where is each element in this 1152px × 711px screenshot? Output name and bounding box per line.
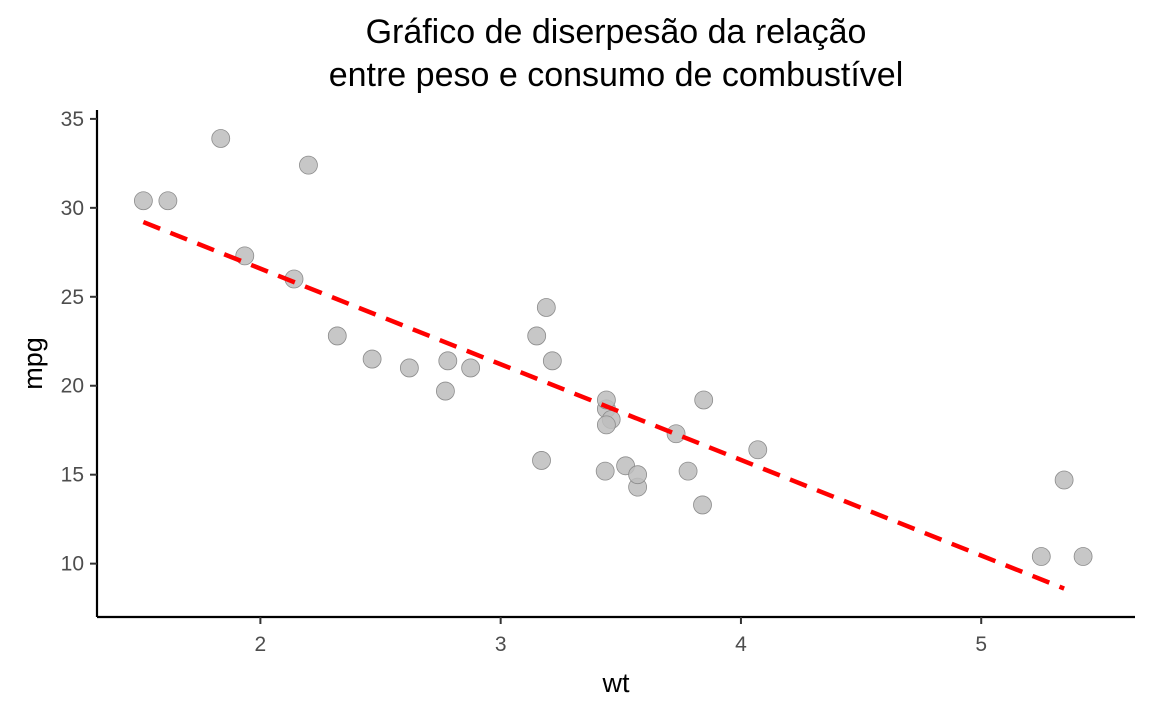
data-point — [362, 349, 382, 369]
data-point — [666, 424, 686, 444]
chart-title: Gráfico de diserpesão da relação entre pe… — [329, 13, 904, 94]
y-tick-label: 20 — [61, 375, 84, 398]
data-point — [532, 451, 551, 470]
data-point — [436, 381, 455, 401]
data-point — [299, 155, 318, 175]
x-axis-label: wt — [602, 668, 630, 698]
x-tick-label: 2 — [255, 633, 267, 656]
data-point — [694, 390, 714, 410]
y-tick-label: 10 — [61, 553, 84, 576]
data-point — [158, 191, 178, 211]
data-point — [133, 191, 153, 211]
data-point — [438, 351, 458, 371]
y-axis-label: mpg — [18, 337, 48, 390]
data-point — [628, 465, 648, 485]
x-tick-label: 5 — [975, 633, 987, 656]
data-point — [748, 440, 768, 460]
data-point — [1073, 547, 1093, 566]
y-axis-ticks: 10 15 20 25 30 35 — [61, 108, 97, 576]
y-tick-label: 35 — [61, 108, 84, 131]
data-point — [678, 461, 698, 481]
data-point — [536, 298, 556, 317]
plot-area — [133, 129, 1093, 591]
x-axis-ticks: 2 3 4 5 — [255, 617, 987, 656]
data-points — [133, 129, 1093, 566]
data-point — [1031, 547, 1051, 566]
data-point — [211, 129, 231, 148]
data-point — [693, 495, 712, 515]
y-tick-label: 30 — [61, 197, 84, 220]
data-point — [1054, 470, 1074, 490]
data-point — [542, 351, 562, 371]
data-point — [596, 415, 616, 435]
data-point — [461, 358, 481, 378]
y-tick-label: 15 — [61, 464, 84, 487]
x-tick-label: 3 — [495, 633, 507, 656]
y-tick-label: 25 — [61, 286, 84, 309]
data-point — [527, 326, 547, 346]
chart-title-line: Gráfico de diserpesão da relação — [366, 13, 867, 51]
x-tick-label: 4 — [735, 633, 747, 656]
data-point — [399, 358, 419, 378]
data-point — [327, 326, 347, 346]
chart-title-line: entre peso e consumo de combustível — [329, 56, 904, 94]
data-point — [595, 461, 615, 481]
trend-line — [142, 219, 1065, 591]
